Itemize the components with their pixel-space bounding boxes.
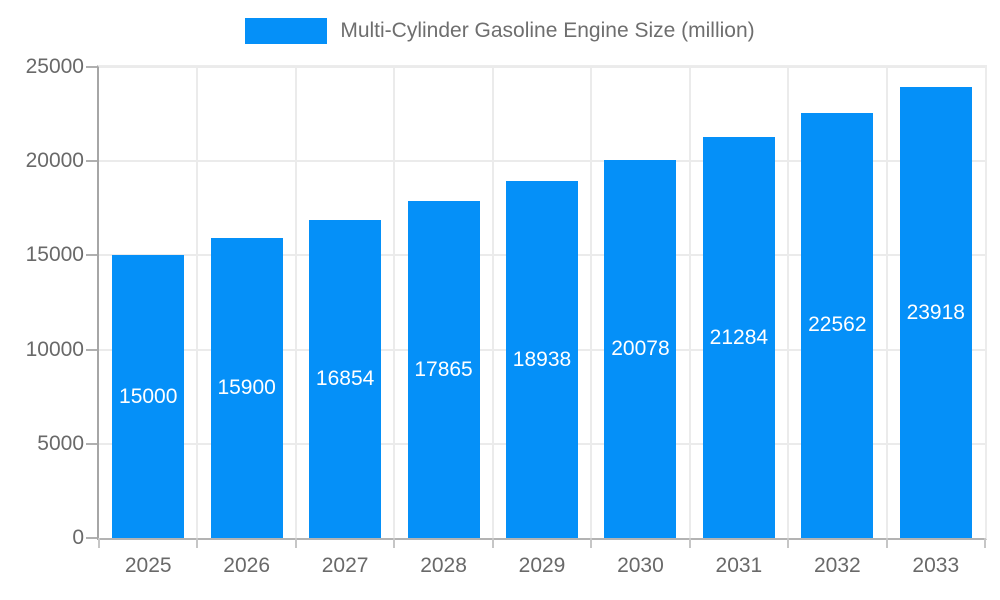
x-axis-label: 2032 — [813, 554, 861, 577]
x-axis-label: 2025 — [124, 554, 172, 577]
y-axis-label: 20000 — [25, 149, 84, 173]
y-axis-label: 0 — [72, 526, 84, 549]
x-tick — [294, 538, 297, 548]
x-tick — [688, 538, 691, 548]
bar-value-label: 17865 — [414, 357, 473, 381]
bar-value-label: 20078 — [611, 336, 670, 360]
plot-area: 15000 15900 16854 17865 18938 20078 21284 22562… — [97, 65, 987, 540]
bar[interactable] — [210, 238, 283, 538]
x-tick — [885, 538, 888, 548]
x-tick — [491, 538, 494, 548]
v-gridline — [393, 67, 396, 538]
legend-swatch — [245, 18, 328, 44]
x-tick — [590, 538, 593, 548]
x-axis-label: 2029 — [518, 554, 566, 577]
x-axis-label: 2031 — [715, 554, 763, 577]
bar-value-label: 18938 — [512, 347, 572, 371]
bar-value-label: 22562 — [808, 313, 867, 337]
bar[interactable] — [506, 181, 578, 538]
x-tick — [98, 538, 100, 548]
bar[interactable] — [112, 255, 185, 538]
y-axis-label: 25000 — [25, 55, 84, 78]
bar-value-label: 16854 — [315, 367, 375, 391]
v-gridline — [491, 67, 494, 538]
y-axis-label: 10000 — [25, 337, 84, 361]
y-tick — [86, 160, 97, 163]
x-tick — [984, 538, 986, 548]
x-axis-label: 2030 — [617, 554, 664, 577]
bar[interactable] — [309, 220, 382, 538]
x-axis-label: 2027 — [321, 554, 369, 577]
y-tick — [86, 442, 97, 445]
bar[interactable] — [899, 87, 972, 538]
y-axis-label: 5000 — [37, 431, 84, 455]
h-gridline — [99, 160, 985, 163]
v-gridline — [787, 67, 790, 538]
h-gridline — [99, 66, 985, 68]
bar[interactable] — [801, 112, 874, 538]
x-axis-label: 2033 — [912, 554, 960, 577]
y-tick — [86, 348, 97, 351]
legend-label: Multi-Cylinder Gasoline Engine Size (mil… — [340, 19, 755, 42]
x-tick — [196, 538, 199, 548]
bar[interactable] — [702, 137, 775, 538]
v-gridline — [688, 67, 691, 538]
y-tick — [86, 254, 97, 257]
bar[interactable] — [407, 201, 480, 538]
bar[interactable] — [604, 159, 677, 538]
x-axis-label: 2026 — [223, 554, 271, 577]
bar-value-label: 23918 — [906, 300, 965, 324]
x-axis-label: 2028 — [420, 554, 467, 577]
v-gridline — [590, 67, 593, 538]
bar-value-label: 15900 — [217, 376, 276, 400]
x-tick — [787, 538, 790, 548]
v-gridline — [885, 67, 888, 538]
v-gridline — [196, 67, 199, 538]
x-tick — [393, 538, 396, 548]
bar-value-label: 21284 — [709, 325, 769, 349]
bar-value-label: 15000 — [119, 384, 178, 408]
y-axis-label: 15000 — [25, 243, 84, 267]
v-gridline — [294, 67, 297, 538]
y-tick — [86, 537, 97, 539]
legend[interactable]: Multi-Cylinder Gasoline Engine Size (mil… — [0, 17, 1000, 45]
y-tick — [86, 66, 97, 68]
